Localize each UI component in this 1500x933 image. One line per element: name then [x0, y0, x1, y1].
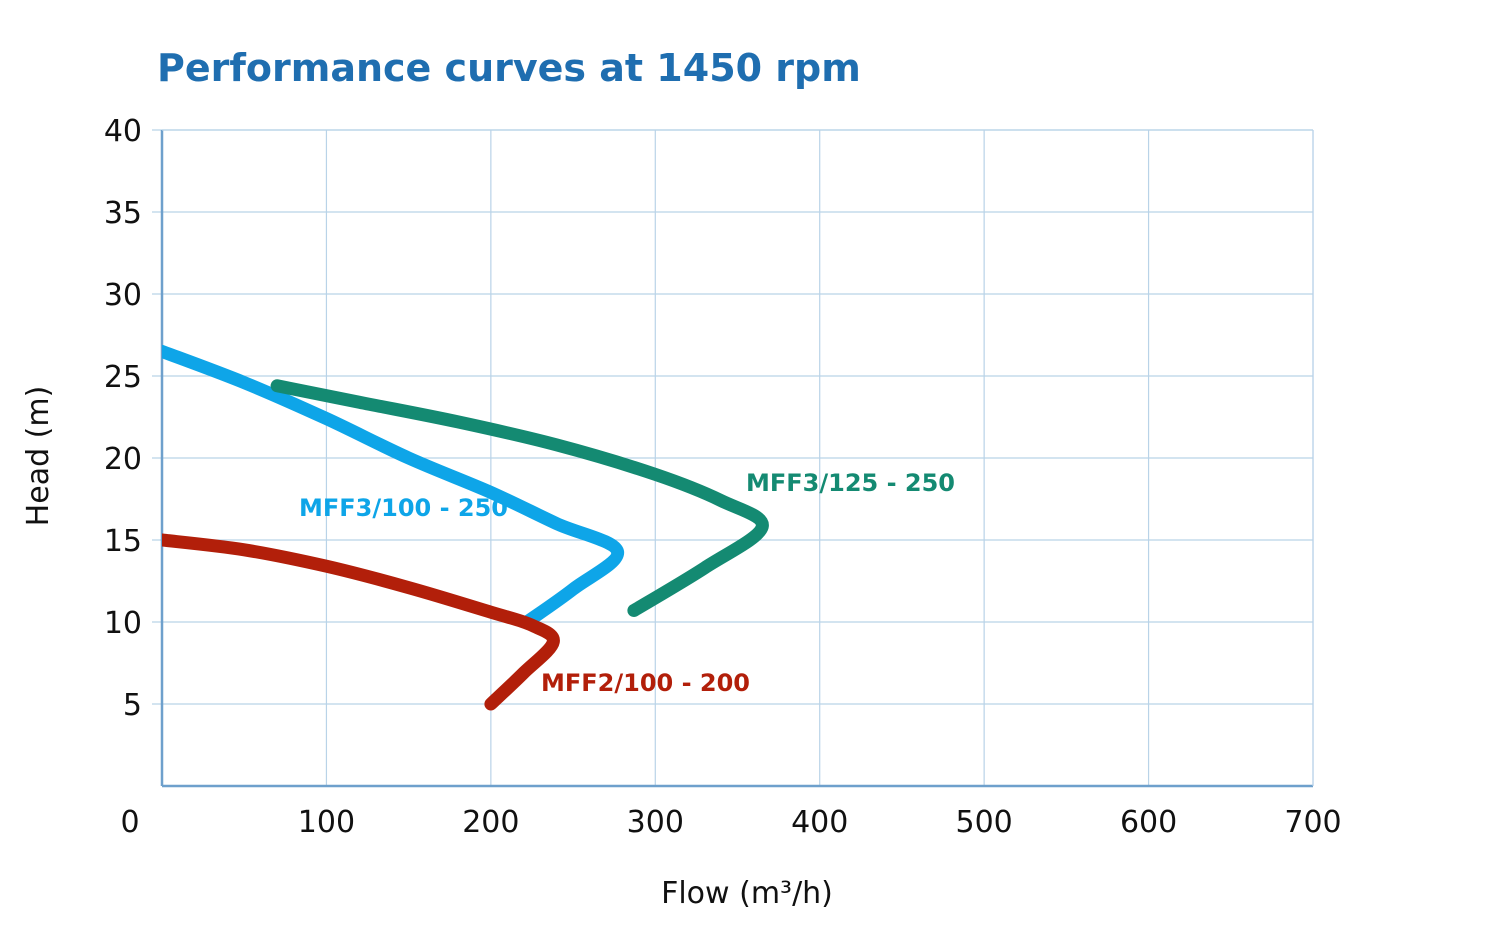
- axes: [160, 129, 1314, 788]
- y-tick-label: 20: [104, 442, 142, 477]
- series-line-1: [162, 344, 624, 629]
- x-tick-label: 600: [1120, 805, 1177, 840]
- y-tick-label: 10: [104, 606, 142, 641]
- y-tick-label: 35: [104, 196, 142, 231]
- series-line-2: [270, 379, 769, 617]
- y-tick-label: 40: [104, 114, 142, 149]
- series-label-3: MFF2/100 - 200: [541, 669, 750, 697]
- y-tick-label: 5: [123, 688, 142, 723]
- x-tick-label: 100: [298, 805, 355, 840]
- x-tick-label: 200: [462, 805, 519, 840]
- x-tick-label: 300: [627, 805, 684, 840]
- y-tick-label: 15: [104, 524, 142, 559]
- y-tick-label: 30: [104, 278, 142, 313]
- x-tick-label: 400: [791, 805, 848, 840]
- y-tick-label: 25: [104, 360, 142, 395]
- series-labels: MFF3/100 - 250 MFF3/125 - 250 MFF2/100 - 2…: [299, 469, 955, 697]
- series-label-2: MFF3/125 - 250: [746, 469, 955, 497]
- series: [162, 344, 769, 711]
- series-label-1: MFF3/100 - 250: [299, 494, 508, 522]
- y-axis-label: Head (m): [21, 386, 56, 527]
- chart-title: Performance curves at 1450 rpm: [157, 46, 861, 90]
- x-tick-label: 700: [1284, 805, 1341, 840]
- x-tick-label: 0: [120, 805, 139, 840]
- series-line-3: [162, 533, 560, 711]
- x-axis-label: Flow (m³/h): [661, 876, 833, 911]
- x-tick-label: 500: [956, 805, 1013, 840]
- tick-labels: 0 100 200 300 400 500 600 700 5 10 15 20 25 30 35 40: [104, 114, 1342, 840]
